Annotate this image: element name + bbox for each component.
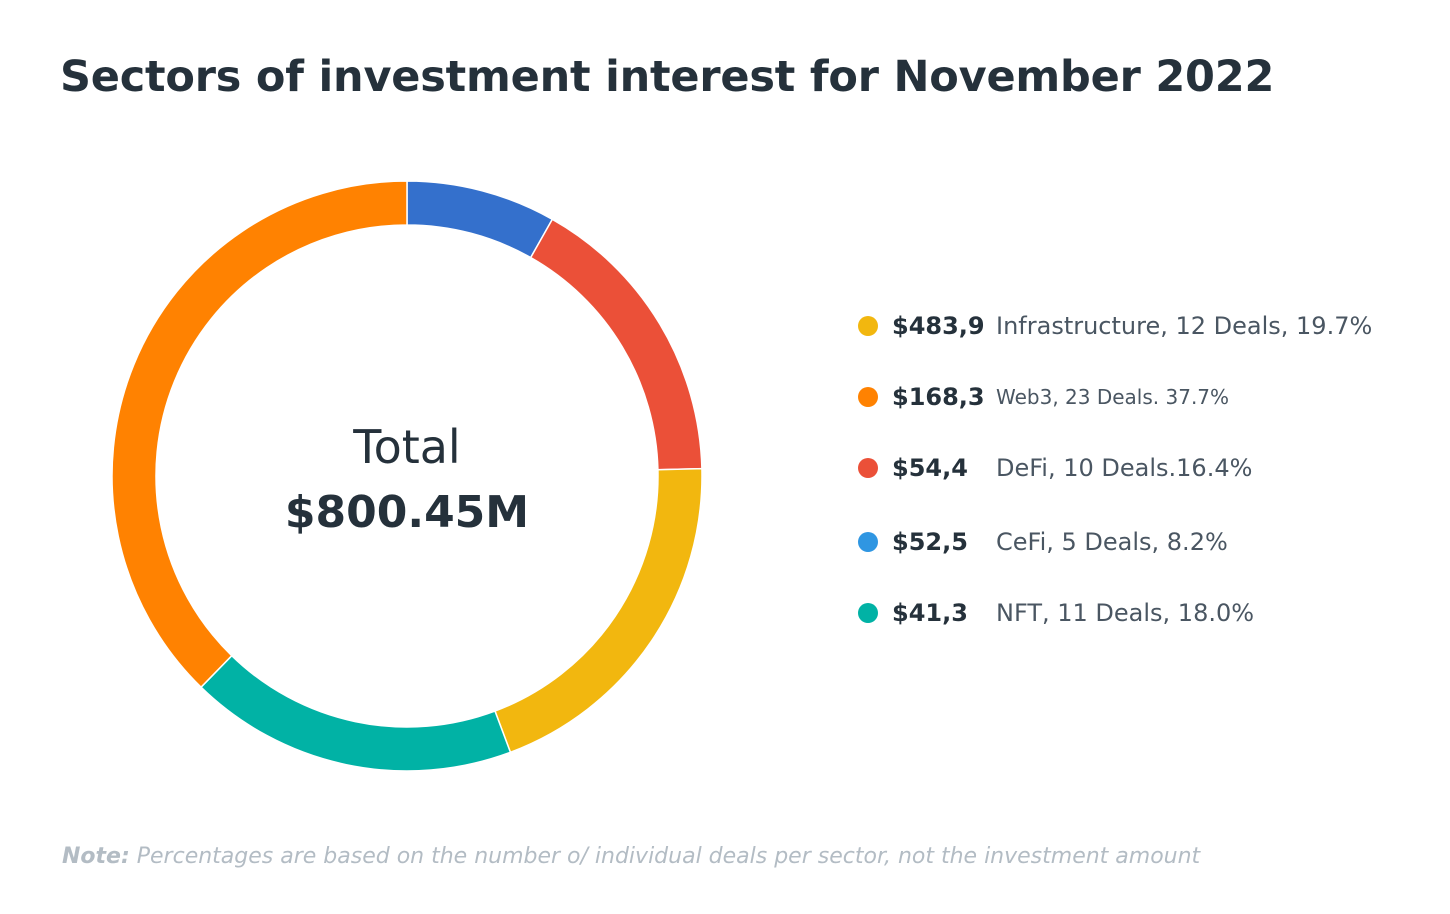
legend-amount: $168,3 (892, 383, 985, 411)
legend-item: $54,4 DeFi, 10 Deals.16.4% (858, 453, 1252, 483)
footnote: Note: Percentages are based on the numbe… (62, 844, 1200, 869)
legend-dot (858, 603, 878, 623)
chart-legend: $483,9 Infrastructure, 12 Deals, 19.7% $16… (858, 0, 1438, 914)
legend-label: Infrastructure, 12 Deals, 19.7% (996, 312, 1373, 340)
donut-segment-0 (406, 180, 554, 259)
legend-item: $41,3 NFT, 11 Deals, 18.0% (858, 598, 1254, 628)
legend-amount: $52,5 (892, 528, 968, 556)
legend-label: Web3, 23 Deals. 37.7% (996, 385, 1230, 409)
donut-segment-4 (111, 180, 408, 689)
legend-dot (858, 532, 878, 552)
legend-item: $483,9 Infrastructure, 12 Deals, 19.7% (858, 311, 1372, 341)
legend-label: CeFi, 5 Deals, 8.2% (996, 528, 1228, 556)
legend-label: DeFi, 10 Deals.16.4% (996, 454, 1253, 482)
legend-item: $52,5 CeFi, 5 Deals, 8.2% (858, 527, 1228, 557)
center-total-label: Total (352, 420, 460, 474)
legend-dot (858, 316, 878, 336)
footnote-text: Percentages are based on the number o/ i… (129, 844, 1201, 869)
donut-segment-3 (199, 654, 512, 772)
donut-ring (111, 180, 703, 772)
legend-amount: $483,9 (892, 312, 985, 340)
legend-dot (858, 458, 878, 478)
footnote-prefix: Note: (62, 844, 130, 869)
legend-amount: $54,4 (892, 454, 968, 482)
legend-item: $168,3 Web3, 23 Deals. 37.7% (858, 382, 1229, 412)
chart-title: Sectors of investment interest for Novem… (60, 52, 1275, 102)
donut-segment-1 (529, 218, 703, 471)
legend-amount: $41,3 (892, 599, 968, 627)
legend-dot (858, 387, 878, 407)
center-total-value: $800.45M (285, 487, 529, 538)
legend-label: NFT, 11 Deals, 18.0% (996, 599, 1255, 627)
